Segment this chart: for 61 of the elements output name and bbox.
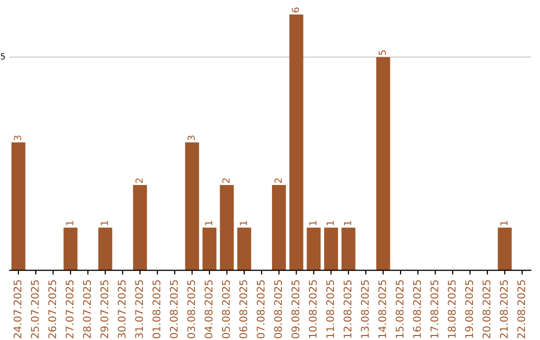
- x-tick-label: 19.08.2025: [465, 280, 474, 338]
- data-label: 1: [205, 220, 212, 226]
- bar: [376, 57, 390, 270]
- x-tick-label: 11.08.2025: [326, 280, 334, 338]
- x-tick-label: 07.08.2025: [256, 280, 265, 338]
- bar: [289, 14, 304, 270]
- x-tick-label: 24.07.2025: [14, 280, 22, 338]
- bar: [272, 185, 286, 270]
- ref-line-label: 5: [0, 53, 5, 60]
- x-tick-label: 05.08.2025: [222, 280, 230, 338]
- x-tick-label: 09.08.2025: [291, 280, 300, 338]
- bar: [220, 185, 234, 270]
- x-tick-label: 27.07.2025: [66, 280, 74, 338]
- bar: [341, 228, 356, 270]
- data-label: 1: [100, 220, 108, 226]
- data-label: 1: [500, 220, 508, 226]
- bar: [133, 185, 147, 270]
- x-tick-label: 18.08.2025: [448, 280, 456, 338]
- x-tick-label: 29.07.2025: [100, 280, 108, 338]
- x-tick-label: 06.08.2025: [239, 280, 248, 338]
- bar: [324, 228, 338, 270]
- x-tick-label: 10.08.2025: [308, 280, 317, 338]
- x-tick-label: 28.07.2025: [83, 280, 91, 338]
- bar: [237, 228, 252, 270]
- bar: [64, 228, 78, 270]
- bar: [185, 142, 200, 270]
- x-tick-label: 20.08.2025: [482, 280, 490, 338]
- x-tick-label: 08.08.2025: [274, 280, 282, 338]
- x-tick-label: 25.07.2025: [30, 280, 39, 338]
- data-label: 3: [14, 136, 22, 140]
- x-tick-label: 12.08.2025: [344, 280, 352, 338]
- x-tick-label: 13.08.2025: [360, 280, 369, 338]
- bar: [498, 228, 512, 270]
- x-tick-label: 02.08.2025: [170, 280, 178, 338]
- x-tick-label: 30.07.2025: [118, 280, 126, 338]
- data-label: 5: [378, 50, 386, 55]
- data-label: 1: [240, 220, 247, 226]
- bar: [306, 228, 321, 270]
- data-label: 1: [344, 220, 352, 226]
- x-tick-label: 14.08.2025: [378, 280, 386, 338]
- x-tick-label: 15.08.2025: [396, 280, 404, 338]
- x-tick-label: 17.08.2025: [430, 280, 438, 338]
- x-tick-label: 31.07.2025: [135, 280, 144, 338]
- bar: [98, 228, 112, 270]
- bar: [202, 228, 216, 270]
- data-label: 1: [66, 220, 74, 226]
- bar: [11, 142, 26, 270]
- x-tick-label: 21.08.2025: [500, 280, 508, 338]
- x-tick-label: 16.08.2025: [413, 280, 421, 338]
- data-label: 6: [292, 8, 300, 12]
- x-tick-label: 22.08.2025: [517, 280, 526, 338]
- data-label: 1: [309, 220, 316, 226]
- data-label: 2: [274, 178, 282, 183]
- x-tick-label: 01.08.2025: [152, 280, 160, 338]
- x-tick-label: 26.07.2025: [48, 280, 56, 338]
- data-label: 2: [135, 178, 143, 183]
- data-label: 2: [222, 178, 230, 183]
- x-tick-label: 03.08.2025: [187, 280, 196, 338]
- data-label: 1: [326, 220, 334, 226]
- x-tick-label: 04.08.2025: [204, 280, 212, 338]
- data-label: 3: [188, 136, 195, 140]
